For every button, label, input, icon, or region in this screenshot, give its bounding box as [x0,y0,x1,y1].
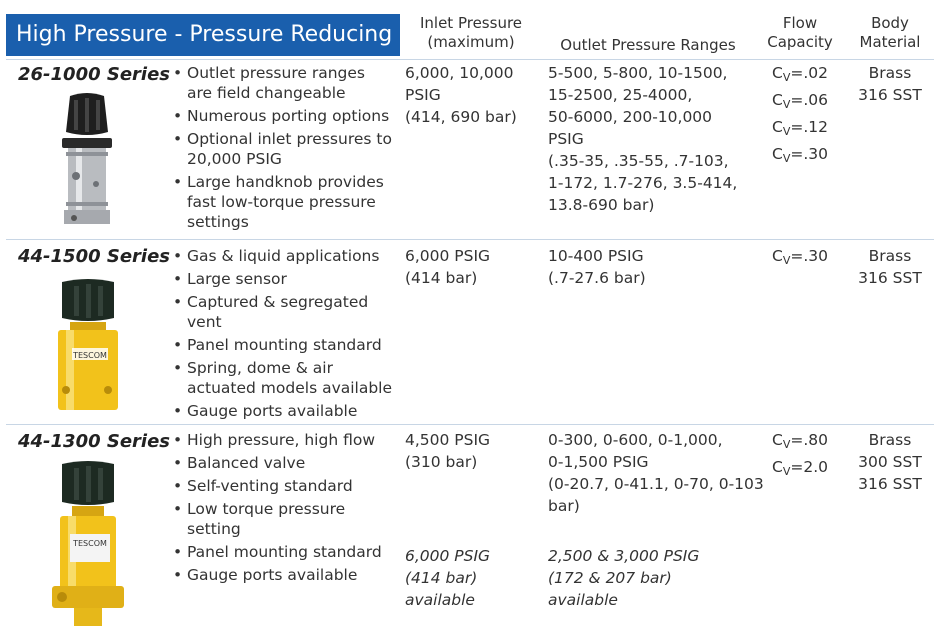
feature-item: Large handknob provides fast low-torque … [173,172,393,232]
header-divider [6,59,934,60]
body-material-header: Body Material [859,14,921,51]
feature-item: Optional inlet pressures to 20,000 PSIG [173,129,393,169]
inlet-pressure-cell: 4,500 PSIG (310 bar) [405,431,491,471]
series-title: 44-1500 Series [18,246,171,267]
inlet-pressure-cell: 6,000, 10,000 PSIG (414, 690 bar) [405,64,517,126]
feature-item: Low torque pressure setting [173,499,393,539]
flow-capacity-header: Flow Capacity [767,14,833,51]
body-material-cell: Brass 316 SST [858,247,922,287]
feature-item: Gas & liquid applications [173,246,393,266]
flow-capacity-cell: CV=.30 [772,247,828,267]
feature-item: Panel mounting standard [173,335,393,355]
feature-list: High pressure, high flow Balanced valve … [173,430,393,588]
feature-list: Gas & liquid applications Large sensor C… [173,246,393,424]
series-title: 26-1000 Series [18,64,171,85]
inlet-pressure-cell: 6,000 PSIG (414 bar) [405,247,491,287]
feature-item: Outlet pressure ranges are field changea… [173,63,393,103]
inlet-pressure-optional: 6,000 PSIG (414 bar) available [405,547,491,609]
feature-item: Large sensor [173,269,393,289]
feature-item: Numerous porting options [173,106,393,126]
regulator-26-1000-photo [62,93,112,224]
outlet-pressure-header: Outlet Pressure Ranges [560,36,736,54]
feature-item: Self-venting standard [173,476,393,496]
feature-item: Balanced valve [173,453,393,473]
body-material-cell: Brass 316 SST [858,64,922,104]
outlet-pressure-cell: 5-500, 5-800, 10-1500, 15-2500, 25-4000,… [548,64,738,214]
feature-list: Outlet pressure ranges are field changea… [173,63,393,235]
table-title: High Pressure - Pressure Reducing [6,14,400,56]
feature-item: Captured & segregated vent [173,292,393,332]
flow-capacity-cell: CV=.02 CV=.06 CV=.12 CV=.30 [772,64,828,165]
outlet-pressure-cell: 10-400 PSIG (.7-27.6 bar) [548,247,646,287]
flow-capacity-cell: CV=.80 CV=2.0 [772,431,828,478]
body-material-cell: Brass 300 SST 316 SST [858,431,922,493]
row-divider [6,239,934,240]
regulator-44-1500-photo: TESCOM [58,279,118,410]
regulator-44-1300-photo: TESCOM [52,461,124,626]
feature-item: High pressure, high flow [173,430,393,450]
feature-item: Gauge ports available [173,565,393,585]
feature-item: Gauge ports available [173,401,393,421]
series-title: 44-1300 Series [18,431,171,452]
outlet-pressure-optional: 2,500 & 3,000 PSIG (172 & 207 bar) avail… [548,547,700,609]
outlet-pressure-cell: 0-300, 0-600, 0-1,000, 0-1,500 PSIG (0-2… [548,431,764,515]
inlet-pressure-header: Inlet Pressure (maximum) [419,14,523,51]
feature-item: Panel mounting standard [173,542,393,562]
row-divider [6,424,934,425]
tescom-label: TESCOM [72,351,107,360]
tescom-label: TESCOM [72,539,107,548]
feature-item: Spring, dome & air actuated models avail… [173,358,393,398]
